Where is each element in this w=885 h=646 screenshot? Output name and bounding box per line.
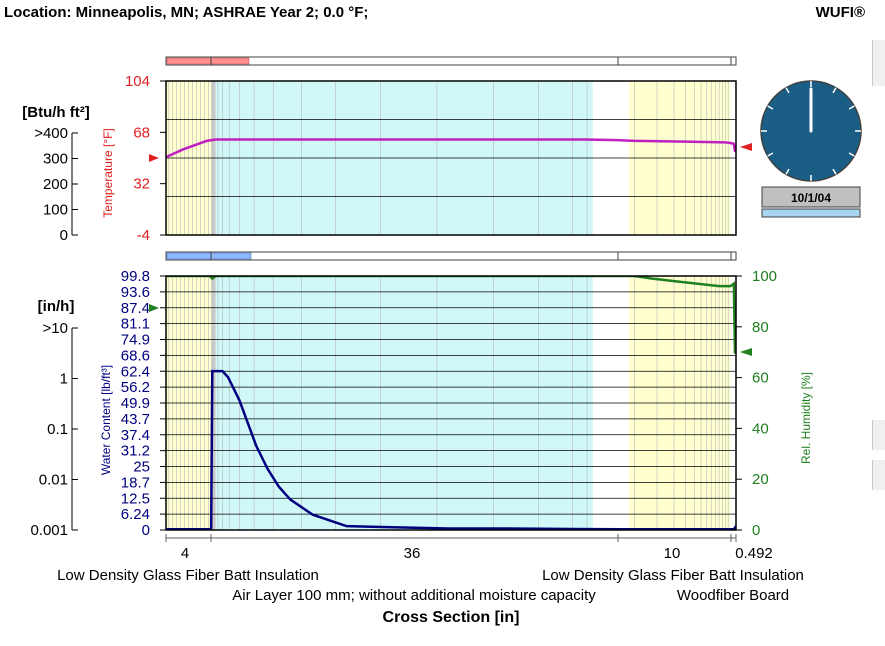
moisture-flux-tick-label: 0.001	[30, 522, 68, 539]
top-gridlines	[166, 119, 736, 197]
heat-flux-unit: [Btu/h ft²]	[22, 104, 89, 121]
water-tick-label: 31.2	[121, 443, 150, 460]
water-tick-label: 12.5	[121, 490, 150, 507]
moisture-flux-axis: >10 1 0.1 0.01 0.001	[30, 320, 78, 539]
water-tick-label: 87.4	[121, 300, 150, 317]
clock-tick	[848, 152, 855, 157]
top-plot-frame	[165, 80, 737, 236]
moisture-flux-tick-label: 0.01	[39, 472, 68, 489]
heat-flux-tick-label: >400	[34, 125, 68, 142]
clock-icon	[760, 80, 862, 182]
temperature-tick-label: 32	[133, 176, 150, 193]
humidity-tick-label: 0	[752, 522, 760, 539]
right-edge-button-mid[interactable]	[872, 420, 885, 450]
temperature-line	[166, 138, 736, 159]
humidity-axis-label: Rel. Humidity [%]	[799, 372, 813, 464]
cross-section-title: Cross Section [in]	[383, 609, 520, 626]
water-tick-label: 74.9	[121, 332, 150, 349]
location-title: Location: Minneapolis, MN; ASHRAE Year 2…	[4, 4, 369, 21]
temperature-axis-label: Temperature [°F]	[101, 128, 115, 218]
humidity-tick-label: 60	[752, 370, 769, 387]
water-tick-label: 43.7	[121, 411, 150, 428]
water-tick-label: 25	[133, 459, 150, 476]
clock-tick	[767, 105, 774, 110]
water-tick-label: 6.24	[121, 506, 150, 523]
water-tick-label: 56.2	[121, 379, 150, 396]
moisture-plot	[165, 275, 737, 531]
wufi-brand: WUFI®	[815, 4, 865, 21]
temperature-plot	[165, 80, 737, 236]
moisture-scale-slider[interactable]	[165, 251, 737, 261]
humidity-tick-label: 20	[752, 471, 769, 488]
right-humidity-marker	[740, 348, 752, 356]
heat-flux-tick-label: 0	[60, 227, 68, 244]
humidity-tick-label: 100	[752, 268, 777, 285]
water-tick-label: 18.7	[121, 474, 150, 491]
moisture-flux-tick-label: 0.1	[47, 421, 68, 438]
layer-label-right: Low Density Glass Fiber Batt Insulation	[542, 567, 804, 584]
heat-flux-tick-label: 200	[43, 176, 68, 193]
left-temperature-marker	[149, 154, 159, 162]
moisture-flux-unit: [in/h]	[38, 298, 75, 315]
clock-tick	[832, 87, 837, 94]
temperature-tick-label: 104	[125, 73, 150, 90]
bottom-gridlines	[166, 291, 736, 515]
water-tick-label: 0	[142, 522, 150, 539]
thickness-layer-3: 10	[664, 545, 681, 562]
moisture-flux-tick-label: 1	[60, 371, 68, 388]
clock-tick	[767, 152, 774, 157]
water-tick-label: 49.9	[121, 395, 150, 412]
humidity-tick-label: 80	[752, 319, 769, 336]
water-content-axis-label: Water Content [lb/ft³]	[99, 365, 113, 475]
clock-tick	[785, 168, 790, 175]
temperature-axis: 104 68 32 -4	[125, 73, 166, 244]
temperature-scale-slider[interactable]	[165, 56, 737, 66]
layer-label-air: Air Layer 100 mm; without additional moi…	[232, 587, 596, 604]
heat-flux-tick-label: 300	[43, 151, 68, 168]
water-content-axis: 99.893.687.481.174.968.662.456.249.943.7…	[121, 268, 166, 539]
water-content-line	[166, 369, 736, 530]
thickness-layer-4: 0.492	[735, 545, 773, 562]
temperature-tick-label: 68	[133, 124, 150, 141]
clock-tick	[785, 87, 790, 94]
left-humidity-marker	[149, 304, 159, 312]
heat-flux-axis: >400 300 200 100 0	[34, 125, 78, 244]
layer-label-left: Low Density Glass Fiber Batt Insulation	[57, 567, 319, 584]
clock-tick	[848, 105, 855, 110]
humidity-tick-label: 40	[752, 420, 769, 437]
date-box	[761, 186, 861, 208]
water-tick-label: 68.6	[121, 347, 150, 364]
water-tick-label: 62.4	[121, 363, 150, 380]
top-series	[166, 138, 736, 159]
progress-bar	[761, 208, 861, 218]
thickness-layer-2: 36	[404, 545, 421, 562]
moisture-flux-tick-label: >10	[43, 320, 68, 337]
clock-tick	[832, 168, 837, 175]
heat-flux-tick-label: 100	[43, 202, 68, 219]
humidity-axis: 100 80 60 40 20 0	[736, 268, 777, 539]
cross-section-dimensions: 4 36 10 0.492	[165, 534, 773, 562]
water-tick-label: 81.1	[121, 316, 150, 333]
layer-label-board: Woodfiber Board	[677, 587, 789, 604]
date-label: 10/1/04	[791, 191, 831, 205]
right-edge-button-top[interactable]	[872, 40, 885, 86]
thickness-layer-1: 4	[181, 545, 189, 562]
temperature-tick-label: -4	[137, 227, 150, 244]
right-edge-button-low[interactable]	[872, 460, 885, 490]
right-temperature-marker	[740, 143, 752, 151]
humidity-line	[166, 276, 736, 354]
water-tick-label: 99.8	[121, 268, 150, 285]
water-tick-label: 37.4	[121, 427, 150, 444]
bottom-series	[166, 276, 736, 530]
water-tick-label: 93.6	[121, 284, 150, 301]
